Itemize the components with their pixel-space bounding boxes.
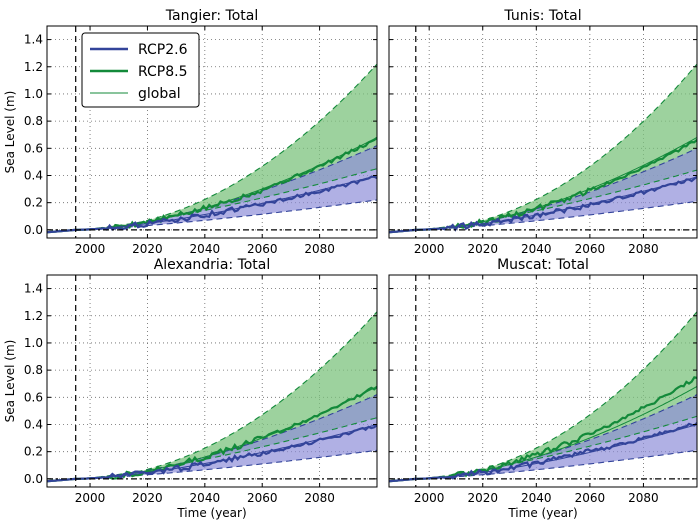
plot-frame [46,274,378,488]
x-tick-label: 2020 [132,242,163,256]
legend-label: RCP2.6 [138,42,188,58]
panel-title: Tangier: Total [165,8,258,24]
plot-frame [388,25,698,239]
y-tick-label: 0.2 [24,445,43,459]
x-tick-label: 2020 [132,491,163,505]
x-tick-label: 2040 [190,491,221,505]
plot-content [389,311,697,483]
panel-2: 2000 2020 2040 2060 2080 Tunis: Total [388,8,698,256]
x-tick-label: 2040 [190,242,221,256]
y-tick-label: 0.6 [24,390,43,404]
plot-frame [46,25,378,239]
y-tick-label: 1.4 [24,33,43,47]
x-tick-label: 2000 [75,242,106,256]
x-tick-label: 2060 [575,491,606,505]
x-tick-label: 2080 [628,491,659,505]
y-tick-label: 0.8 [24,363,43,377]
x-tick-label: 2040 [521,242,552,256]
y-tick-label: 0.8 [24,114,43,128]
legend-label: global [138,86,181,102]
x-axis-title: Time (year) [507,506,577,520]
x-tick-label: 2000 [414,491,445,505]
x-tick-label: 2080 [304,491,335,505]
x-tick-label: 2080 [628,242,659,256]
panel-1: 2000 2020 2040 2060 2080 0.0 0.2 0.4 0.6 0.8 1.0 1.… [3,8,378,256]
y-tick-label: 1.2 [24,309,43,323]
plot-content [47,63,377,234]
plot-frame [388,274,698,488]
legend-label: RCP8.5 [138,64,188,80]
x-tick-label: 2060 [575,242,606,256]
x-tick-label: 2060 [247,491,278,505]
plot-content [47,311,377,483]
y-tick-label: 0.0 [24,472,43,486]
panel-title: Muscat: Total [497,257,589,273]
y-tick-label: 0.4 [24,417,43,431]
y-tick-label: 0.0 [24,223,43,237]
x-tick-label: 2020 [467,242,498,256]
x-tick-label: 2000 [75,491,106,505]
y-axis-title: Sea Level (m) [3,340,17,423]
band-rcp26 [389,394,697,482]
plot-content [389,63,697,234]
legend-box [81,32,200,108]
panel-4: 2000 2020 2040 2060 2080 Muscat: Total Time (y… [388,257,698,520]
band-rcp26 [47,145,377,233]
band-rcp85 [47,64,377,233]
x-tick-label: 2000 [414,242,445,256]
series-line-rcp26 [47,424,377,483]
series-line-rcp26 [47,175,377,234]
panel-title: Tunis: Total [503,8,581,24]
y-tick-label: 0.6 [24,141,43,155]
band-rcp26 [47,394,377,482]
band-rcp85 [389,311,697,482]
y-axis-title: Sea Level (m) [3,91,17,174]
series-line-rcp26 [389,175,697,234]
y-tick-label: 1.4 [24,282,43,296]
panel-3: 2000 2020 2040 2060 2080 0.0 0.2 0.4 0.6 0.8 1.0 1.… [3,257,378,520]
legend: RCP2.6 RCP8.5 global [81,32,200,108]
x-tick-label: 2020 [467,491,498,505]
y-tick-label: 0.2 [24,196,43,210]
y-tick-label: 1.0 [24,87,43,101]
y-tick-label: 1.0 [24,336,43,350]
x-tick-label: 2040 [521,491,552,505]
x-tick-label: 2080 [304,242,335,256]
x-tick-label: 2060 [247,242,278,256]
panel-title: Alexandria: Total [154,257,271,273]
x-axis-title: Time (year) [176,506,246,520]
series-line-rcp26 [389,422,697,483]
y-tick-label: 1.2 [24,60,43,74]
y-tick-label: 0.4 [24,168,43,182]
